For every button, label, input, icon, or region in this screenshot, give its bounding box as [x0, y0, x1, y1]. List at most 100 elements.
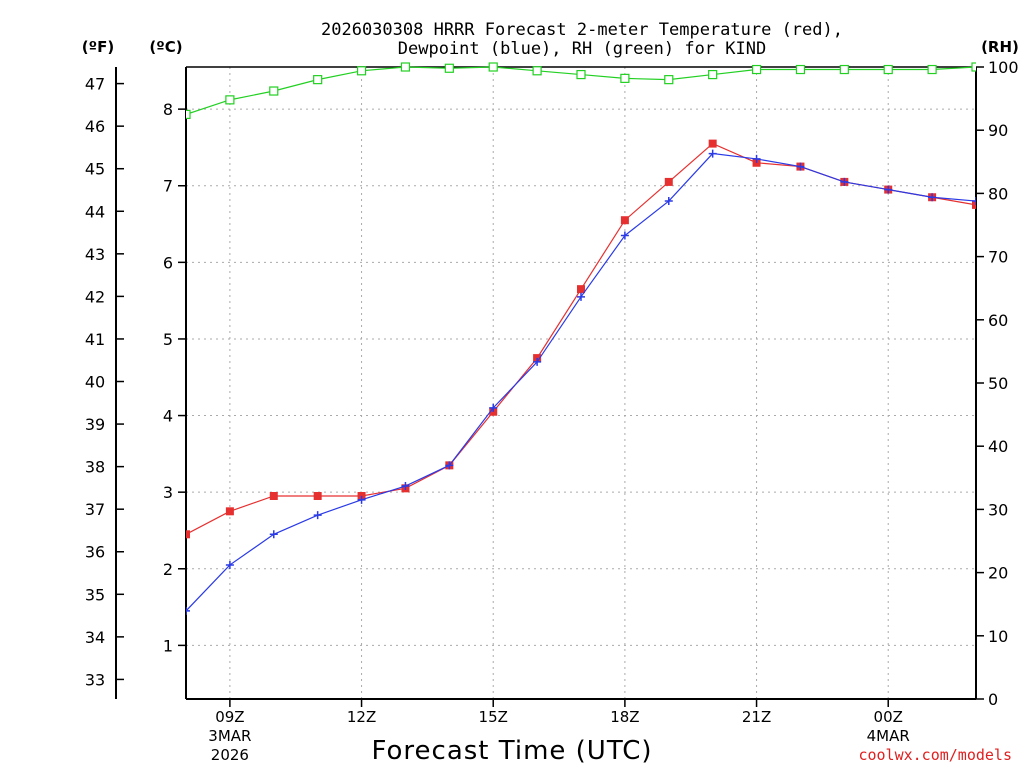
fahrenheit-tick-label: 41	[85, 330, 105, 349]
rh-tick-label: 100	[988, 58, 1019, 77]
rh-point	[795, 64, 806, 75]
celsius-tick-label: 7	[163, 177, 173, 196]
rh-series	[186, 62, 976, 120]
fahrenheit-tick-label: 39	[85, 415, 105, 434]
rh-point	[664, 75, 674, 85]
rh-tick-label: 30	[988, 500, 1008, 519]
rh-tick-label: 40	[988, 437, 1008, 456]
dewpoint-point	[269, 530, 278, 539]
dewpoint-point	[577, 292, 585, 301]
rh-point	[313, 75, 323, 85]
dewpoint-point	[884, 185, 893, 194]
dewpoint-line	[186, 152, 976, 612]
rh-point	[708, 69, 718, 80]
rh-point	[269, 86, 279, 96]
dewpoint-point	[489, 403, 498, 412]
rh-point	[620, 73, 630, 83]
dewpoint-point	[928, 193, 937, 202]
rh-tick-label: 20	[988, 564, 1008, 583]
celsius-tick-label: 8	[163, 100, 173, 119]
dewpoint-point	[796, 162, 805, 171]
fahrenheit-tick-label: 37	[85, 500, 105, 519]
temperature-line	[186, 142, 976, 535]
celsius-tick-label: 3	[163, 483, 173, 502]
celsius-tick-label: 2	[163, 560, 173, 579]
dewpoint-point	[313, 511, 322, 520]
fahrenheit-tick-label: 47	[85, 75, 105, 94]
fahrenheit-tick-label: 38	[85, 458, 105, 477]
dewpoint-point	[445, 461, 454, 470]
fahrenheit-tick-label: 43	[85, 245, 105, 264]
time-tick-label: 12Z	[347, 708, 376, 726]
rh-point	[883, 64, 893, 75]
credit-text: coolwx.com/models	[858, 746, 1012, 764]
celsius-tick-label: 5	[163, 330, 173, 349]
rh-point	[576, 69, 586, 80]
celsius-tick-label: 1	[163, 636, 173, 655]
dewpoint-point	[533, 357, 542, 366]
fahrenheit-tick-label: 33	[85, 670, 105, 689]
celsius-tick-label: 6	[163, 253, 173, 272]
x-axis-label: Forecast Time (UTC)	[371, 736, 652, 766]
time-tick-date: 3MAR	[208, 727, 251, 745]
rh-point	[532, 66, 542, 76]
rh-tick-label: 50	[988, 374, 1008, 393]
time-tick-label: 15Z	[479, 708, 508, 726]
time-tick-label: 18Z	[610, 708, 639, 726]
time-tick-label: 00Z	[874, 708, 903, 726]
rh-point	[927, 64, 937, 75]
celsius-unit-label: (ºC)	[149, 38, 182, 56]
rh-point	[751, 64, 762, 75]
fahrenheit-tick-label: 42	[85, 287, 105, 306]
rh-point	[971, 62, 976, 72]
time-tick-label: 09Z	[215, 708, 244, 726]
series-group	[186, 62, 976, 615]
fahrenheit-tick-label: 36	[85, 543, 105, 562]
temperature-point	[708, 139, 717, 148]
celsius-axis: 1 2 3 4 5 6 7 8	[163, 100, 186, 655]
temperature-point	[313, 491, 322, 500]
dewpoint-point	[840, 177, 849, 186]
rh-unit-label: (RH)	[981, 38, 1019, 56]
rh-tick-label: 80	[988, 184, 1008, 203]
fahrenheit-tick-label: 44	[85, 202, 105, 221]
rh-tick-label: 10	[988, 627, 1008, 646]
rh-point	[488, 62, 498, 72]
temperature-point	[664, 177, 673, 186]
fahrenheit-tick-label: 45	[85, 160, 105, 179]
dewpoint-point	[664, 197, 673, 206]
dewpoint-point	[186, 606, 190, 615]
chart-title-line-2: Dewpoint (blue), RH (green) for KIND	[398, 39, 766, 59]
time-tick-date: 4MAR	[867, 727, 910, 745]
dewpoint-point	[401, 482, 410, 491]
temperature-point	[186, 530, 190, 539]
temperature-point	[620, 216, 629, 225]
fahrenheit-tick-label: 40	[85, 373, 105, 392]
dewpoint-point	[752, 154, 761, 163]
dewpoint-series	[186, 149, 976, 615]
rh-tick-label: 90	[988, 121, 1008, 140]
rh-point	[356, 66, 367, 76]
fahrenheit-unit-label: (ºF)	[82, 38, 114, 56]
rh-point	[186, 109, 191, 120]
celsius-tick-label: 4	[163, 407, 173, 426]
fahrenheit-tick-label: 34	[85, 628, 105, 647]
time-tick-year: 2026	[211, 746, 249, 764]
rh-axis: 0 10 20 30 40 50 60 70 80 90 100	[976, 58, 1019, 709]
rh-point	[400, 62, 411, 72]
dewpoint-point	[357, 495, 366, 504]
temperature-point	[269, 491, 278, 500]
temperature-point	[972, 200, 976, 209]
temperature-point	[577, 285, 585, 294]
chart-title-line-1: 2026030308 HRRR Forecast 2-meter Tempera…	[321, 20, 843, 40]
time-tick-label: 21Z	[742, 708, 771, 726]
fahrenheit-tick-label: 46	[85, 117, 105, 136]
dewpoint-point	[708, 149, 717, 158]
rh-tick-label: 60	[988, 311, 1008, 330]
gridlines	[186, 67, 976, 699]
dewpoint-point	[225, 560, 234, 569]
temperature-point	[225, 507, 234, 516]
dewpoint-point	[972, 197, 976, 206]
